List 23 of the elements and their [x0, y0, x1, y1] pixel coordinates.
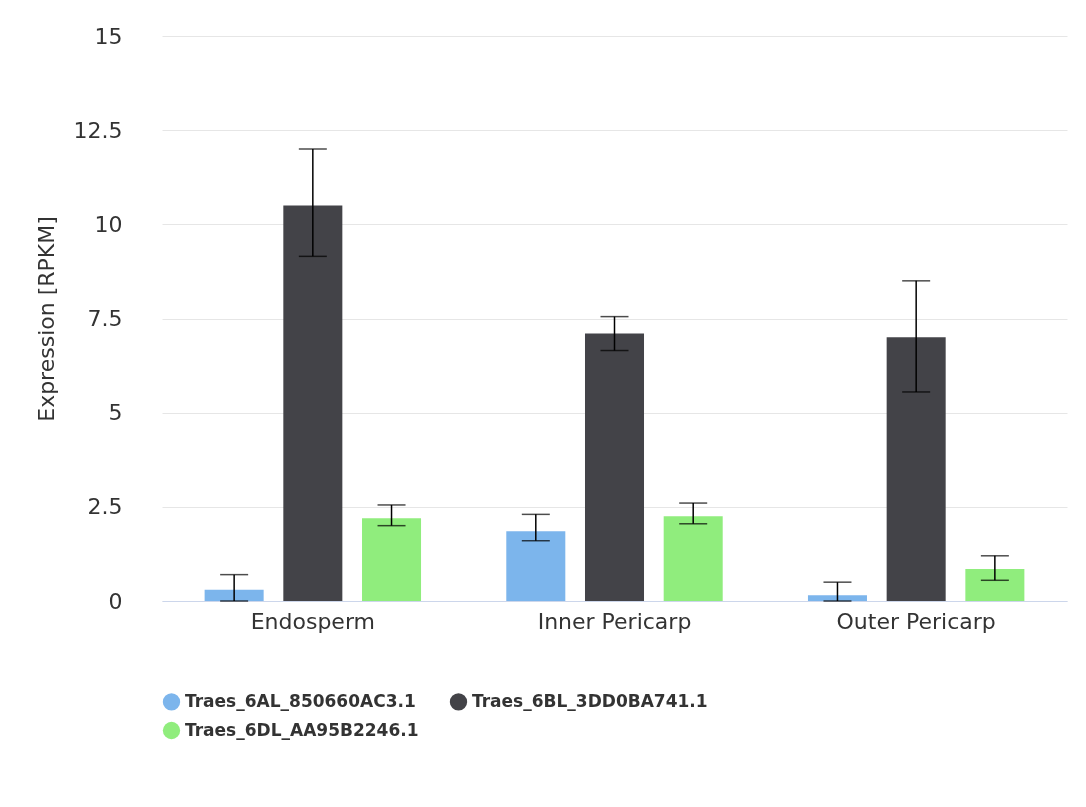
bar — [204, 589, 264, 601]
x-tick-label: Endosperm — [250, 608, 375, 634]
bar — [965, 568, 1025, 601]
legend-label: Traes_6AL_850660AC3.1 — [185, 690, 416, 711]
bar — [886, 337, 946, 601]
y-tick-label: 2.5 — [87, 494, 123, 520]
x-tick-label: Inner Pericarp — [537, 608, 692, 634]
y-axis-title: Expression [RPKM] — [33, 216, 59, 422]
y-tick-label: 10 — [94, 211, 123, 237]
bar — [584, 333, 645, 601]
bar — [362, 518, 422, 601]
bar — [283, 205, 343, 601]
y-tick-label: 5 — [108, 400, 123, 426]
y-tick-label: 12.5 — [73, 117, 123, 143]
bar — [663, 516, 723, 601]
x-tick-label: Outer Pericarp — [836, 608, 996, 634]
y-tick-label: 0 — [108, 588, 123, 614]
bar — [506, 531, 566, 601]
bar — [807, 595, 867, 601]
legend-label: Traes_6DL_AA95B2246.1 — [185, 719, 419, 740]
legend-label: Traes_6BL_3DD0BA741.1 — [472, 690, 708, 711]
y-tick-label: 15 — [94, 23, 123, 49]
y-tick-label: 7.5 — [87, 306, 123, 331]
